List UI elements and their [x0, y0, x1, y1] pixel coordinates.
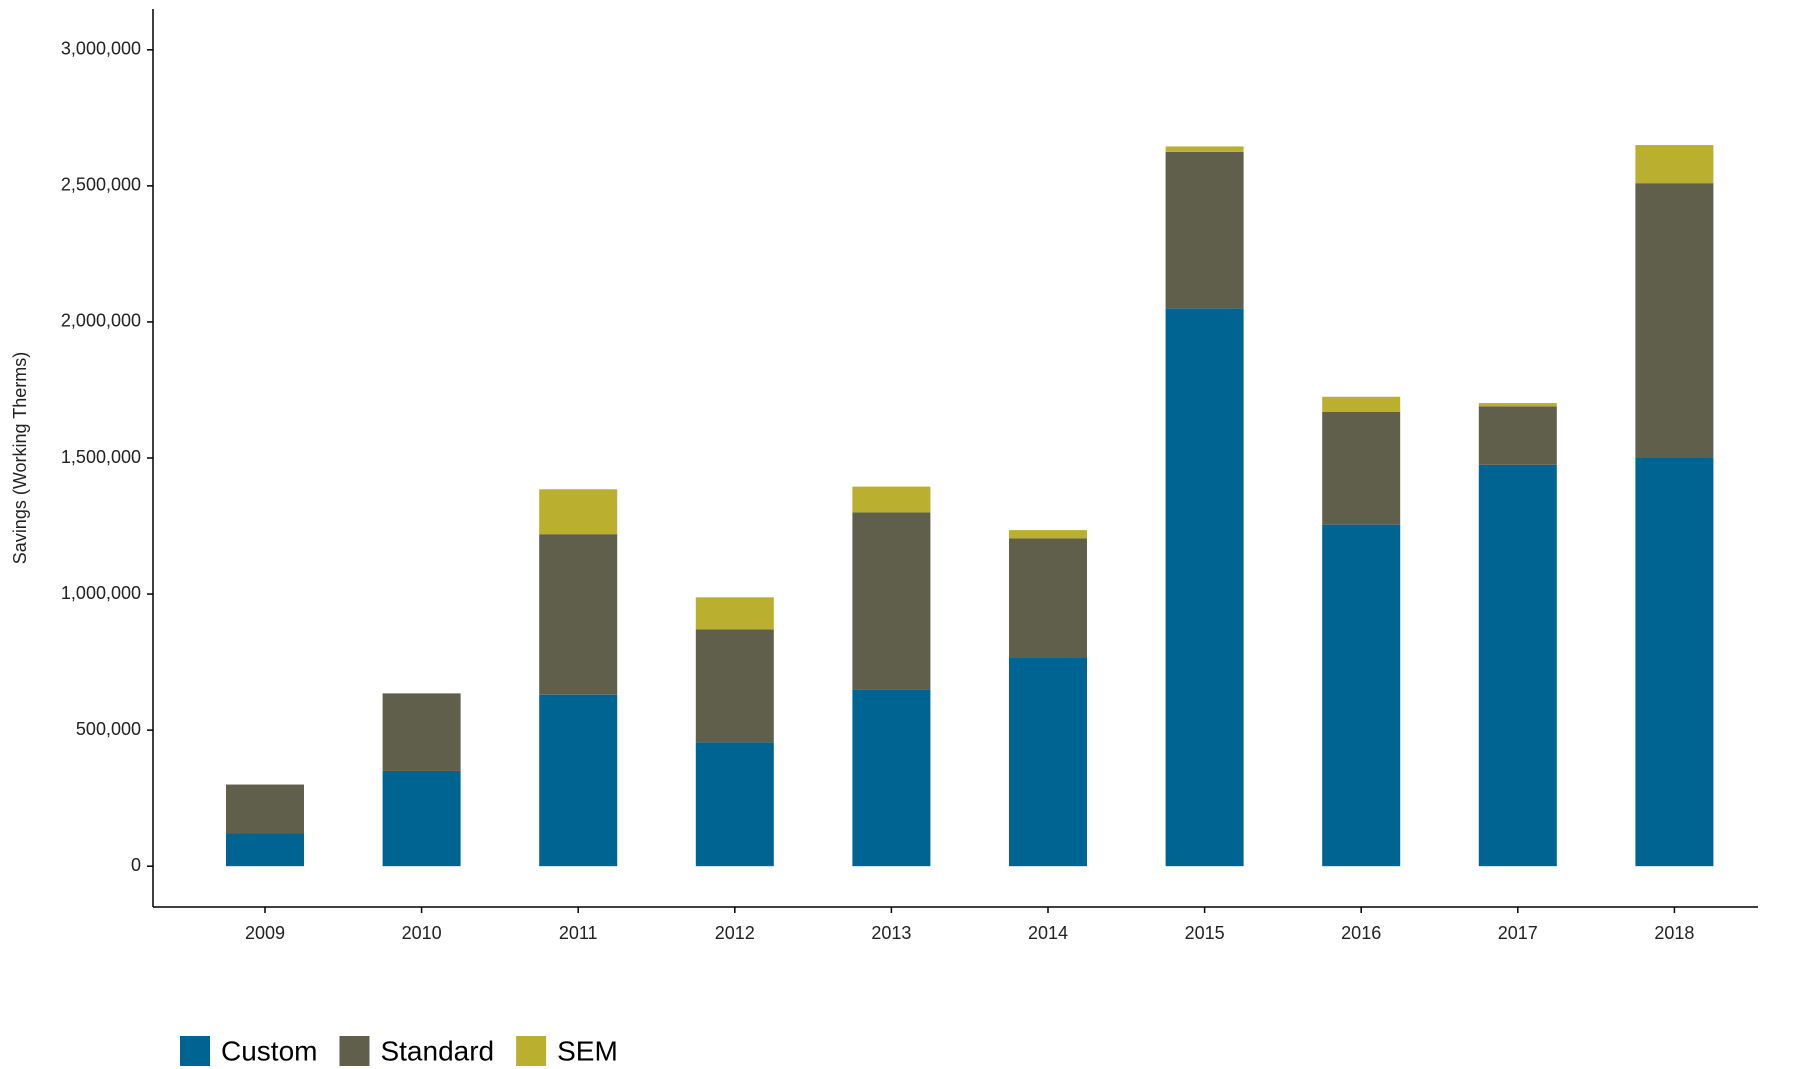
legend-text: SEM [557, 1035, 618, 1066]
x-tick-label: 2010 [402, 923, 442, 943]
bar-segment [1165, 308, 1244, 867]
x-tick-label: 2014 [1028, 923, 1068, 943]
y-axis-label: Savings (Working Therms) [10, 352, 30, 564]
x-tick-label: 2015 [1185, 923, 1225, 943]
y-tick-label: 1,000,000 [61, 583, 141, 603]
bar-segment [1635, 183, 1714, 458]
bar-segment [539, 694, 618, 867]
bar-segment [1009, 530, 1087, 539]
y-tick-label: 2,000,000 [61, 311, 141, 331]
legend-swatch [516, 1036, 547, 1066]
x-tick-label: 2017 [1498, 923, 1538, 943]
bar-segment [1322, 524, 1401, 867]
x-tick-label: 2012 [715, 923, 755, 943]
bar-segment [1478, 403, 1557, 407]
bar-segment [382, 770, 461, 867]
bar-segment [1478, 406, 1557, 465]
bar-segment [695, 597, 774, 630]
x-tick-label: 2011 [559, 923, 598, 943]
x-tick-label: 2018 [1654, 923, 1694, 943]
bar-segment [695, 629, 774, 743]
x-tick-label: 2009 [245, 923, 285, 943]
legend-swatch [180, 1036, 210, 1066]
bar-segment [1635, 458, 1714, 867]
y-tick-label: 500,000 [76, 719, 141, 739]
bar-segment [226, 784, 304, 834]
bar-segment [852, 689, 931, 867]
bar-segment [1009, 538, 1087, 659]
bar-segment [382, 693, 461, 771]
y-tick-label: 0 [131, 855, 141, 875]
bar-segment [1478, 464, 1557, 867]
bar-segment [1165, 146, 1244, 152]
legend-text: Standard [380, 1035, 494, 1066]
bar-segment [1322, 411, 1401, 525]
bar-segment [226, 833, 304, 867]
bar-segment [695, 742, 774, 867]
y-tick-label: 3,000,000 [61, 39, 141, 59]
y-tick-label: 1,500,000 [61, 447, 141, 467]
y-tick-label: 2,500,000 [61, 175, 141, 195]
bar-segment [1635, 145, 1714, 184]
bar-segment [539, 534, 618, 695]
legend-text: Custom [221, 1035, 317, 1066]
legend-swatch [339, 1036, 370, 1066]
bar-segment [539, 489, 618, 535]
x-tick-label: 2013 [871, 923, 911, 943]
x-tick-label: 2016 [1341, 923, 1381, 943]
bar-segment [1009, 658, 1087, 867]
bar-segment [852, 486, 931, 513]
bar-segment [852, 512, 931, 690]
bar-segment [1322, 396, 1401, 412]
bar-segment [1165, 151, 1244, 309]
